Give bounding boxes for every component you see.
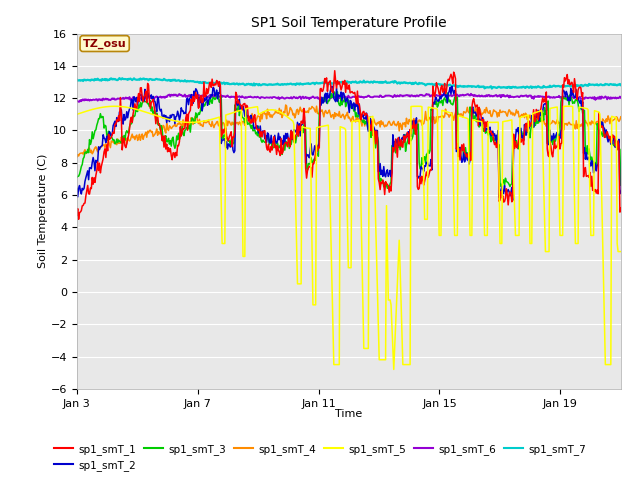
Y-axis label: Soil Temperature (C): Soil Temperature (C) — [38, 154, 48, 268]
sp1_smT_1 — [438, 83, 445, 88]
sp1_smT_5 — [213, 115, 221, 121]
sp1_smT_5 — [564, 103, 572, 109]
Text: TZ_osu: TZ_osu — [83, 38, 127, 48]
Line: sp1_smT_3: sp1_smT_3 — [77, 92, 621, 188]
sp1_smT_3 — [330, 89, 338, 95]
sp1_smT_1 — [170, 150, 178, 156]
sp1_smT_2 — [73, 185, 81, 191]
sp1_smT_6 — [467, 91, 475, 96]
Line: sp1_smT_7: sp1_smT_7 — [77, 78, 621, 89]
sp1_smT_3 — [213, 94, 221, 100]
sp1_smT_4 — [169, 123, 177, 129]
sp1_smT_7 — [214, 79, 221, 85]
sp1_smT_3 — [73, 174, 81, 180]
sp1_smT_2 — [617, 191, 625, 196]
sp1_smT_2 — [216, 83, 224, 88]
sp1_smT_2 — [169, 112, 177, 118]
sp1_smT_7 — [116, 75, 124, 81]
sp1_smT_4 — [394, 119, 402, 124]
sp1_smT_5 — [169, 118, 177, 123]
sp1_smT_3 — [484, 132, 492, 138]
sp1_smT_5 — [394, 259, 402, 264]
sp1_smT_4 — [617, 114, 625, 120]
sp1_smT_3 — [169, 134, 177, 140]
Legend: sp1_smT_1, sp1_smT_2, sp1_smT_3, sp1_smT_4, sp1_smT_5, sp1_smT_6, sp1_smT_7: sp1_smT_1, sp1_smT_2, sp1_smT_3, sp1_smT… — [50, 439, 590, 475]
sp1_smT_7 — [483, 84, 491, 90]
sp1_smT_1 — [396, 140, 403, 145]
sp1_smT_4 — [282, 102, 289, 108]
sp1_smT_6 — [617, 95, 625, 101]
sp1_smT_2 — [213, 87, 221, 93]
sp1_smT_5 — [73, 111, 81, 117]
sp1_smT_7 — [437, 82, 445, 87]
sp1_smT_3 — [396, 140, 403, 146]
sp1_smT_6 — [394, 93, 402, 99]
sp1_smT_6 — [484, 92, 492, 98]
Line: sp1_smT_2: sp1_smT_2 — [77, 85, 621, 200]
sp1_smT_3 — [438, 97, 445, 103]
sp1_smT_7 — [617, 82, 625, 88]
Title: SP1 Soil Temperature Profile: SP1 Soil Temperature Profile — [251, 16, 447, 30]
sp1_smT_6 — [320, 96, 328, 101]
Line: sp1_smT_6: sp1_smT_6 — [77, 94, 621, 102]
sp1_smT_3 — [617, 182, 625, 188]
sp1_smT_3 — [383, 185, 391, 191]
sp1_smT_1 — [331, 68, 339, 73]
X-axis label: Time: Time — [335, 408, 362, 419]
sp1_smT_1 — [320, 84, 328, 89]
Line: sp1_smT_1: sp1_smT_1 — [77, 71, 621, 219]
sp1_smT_4 — [213, 119, 221, 125]
sp1_smT_4 — [320, 114, 328, 120]
sp1_smT_4 — [483, 108, 491, 113]
sp1_smT_7 — [170, 77, 178, 83]
sp1_smT_3 — [319, 98, 327, 104]
sp1_smT_7 — [73, 77, 81, 83]
sp1_smT_7 — [488, 86, 495, 92]
sp1_smT_6 — [214, 93, 221, 98]
sp1_smT_5 — [437, 232, 445, 238]
sp1_smT_4 — [437, 113, 445, 119]
Line: sp1_smT_4: sp1_smT_4 — [77, 105, 621, 157]
sp1_smT_5 — [390, 367, 397, 372]
sp1_smT_6 — [73, 98, 81, 104]
sp1_smT_1 — [214, 79, 221, 84]
sp1_smT_5 — [617, 249, 625, 254]
sp1_smT_5 — [483, 232, 491, 238]
sp1_smT_6 — [170, 92, 178, 97]
sp1_smT_2 — [394, 143, 402, 148]
sp1_smT_2 — [437, 96, 445, 102]
sp1_smT_1 — [484, 124, 492, 130]
sp1_smT_1 — [617, 205, 625, 211]
sp1_smT_5 — [319, 123, 327, 129]
sp1_smT_2 — [320, 99, 328, 105]
sp1_smT_2 — [483, 126, 491, 132]
sp1_smT_6 — [75, 99, 83, 105]
Line: sp1_smT_5: sp1_smT_5 — [77, 106, 621, 370]
sp1_smT_7 — [320, 80, 328, 86]
sp1_smT_1 — [73, 213, 81, 218]
sp1_smT_1 — [75, 216, 83, 222]
sp1_smT_4 — [73, 155, 81, 160]
sp1_smT_6 — [437, 93, 445, 99]
sp1_smT_7 — [394, 80, 402, 85]
sp1_smT_2 — [509, 197, 516, 203]
